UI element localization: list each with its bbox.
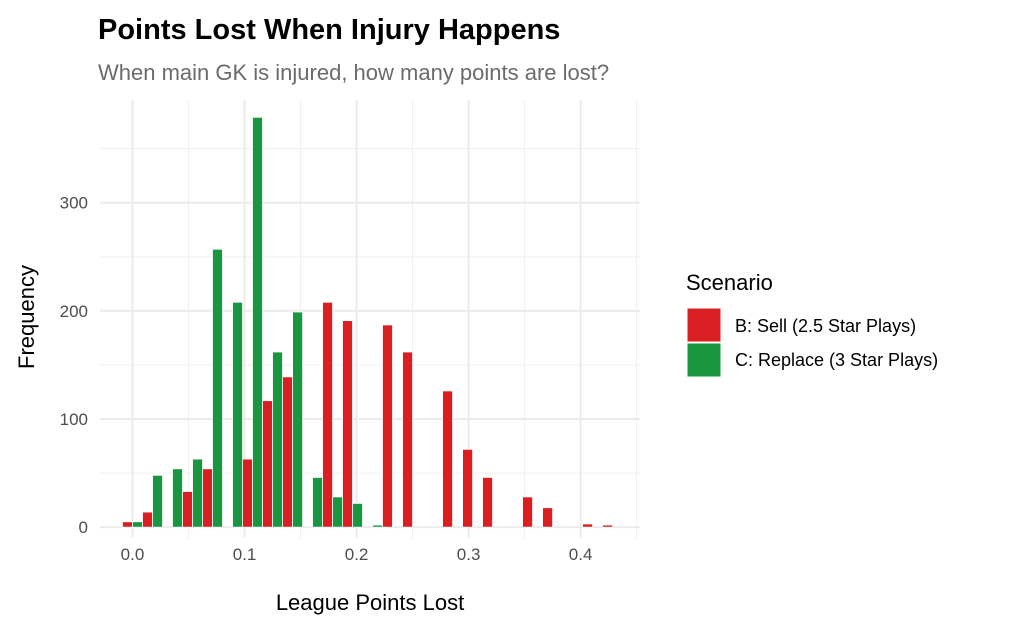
- chart-title: Points Lost When Injury Happens: [98, 14, 560, 46]
- bar-sell: [402, 351, 413, 528]
- bar-sell: [522, 496, 533, 528]
- bar-sell: [442, 390, 453, 528]
- bar-replace: [372, 524, 384, 528]
- legend: Scenario B: Sell (2.5 Star Plays) C: Rep…: [686, 270, 938, 378]
- bar-replace: [172, 468, 183, 528]
- legend-label-sell: B: Sell (2.5 Star Plays): [735, 316, 916, 336]
- y-tick-label: 0: [79, 518, 88, 537]
- bar-replace: [252, 116, 263, 528]
- x-tick-label: 0.0: [121, 545, 145, 564]
- bar-sell: [482, 477, 493, 528]
- bar-sell: [542, 507, 554, 528]
- bar-replace: [272, 351, 283, 528]
- x-tick-label: 0.1: [233, 545, 257, 564]
- bar-sell: [602, 524, 614, 528]
- bar-sell: [202, 468, 213, 528]
- bars: [122, 116, 614, 528]
- tick-labels: 0.0 0.1 0.2 0.3 0.4 0 100 200 300: [60, 194, 593, 564]
- bar-replace: [232, 301, 243, 528]
- legend-label-replace: C: Replace (3 Star Plays): [735, 350, 938, 370]
- bar-sell: [582, 523, 594, 528]
- bar-sell: [462, 448, 474, 528]
- bar-sell: [322, 301, 333, 528]
- bar-replace: [352, 502, 363, 528]
- x-tick-label: 0.3: [457, 545, 481, 564]
- legend-title: Scenario: [686, 270, 773, 295]
- bar-sell: [142, 511, 153, 528]
- bar-sell: [242, 458, 253, 528]
- x-axis-label: League Points Lost: [276, 590, 464, 615]
- bar-sell: [122, 521, 133, 528]
- bar-replace: [192, 458, 203, 528]
- bar-replace: [132, 521, 143, 528]
- bar-sell: [182, 491, 193, 528]
- bar-sell: [282, 376, 293, 528]
- legend-key-sell: [686, 307, 722, 343]
- x-tick-label: 0.2: [345, 545, 369, 564]
- y-axis-label: Frequency: [14, 265, 39, 369]
- bar-replace: [212, 248, 223, 528]
- bar-sell: [342, 320, 353, 528]
- legend-key-replace: [686, 342, 722, 378]
- y-tick-label: 100: [60, 410, 88, 429]
- bar-replace: [152, 474, 163, 528]
- y-tick-label: 200: [60, 302, 88, 321]
- y-tick-label: 300: [60, 194, 88, 213]
- chart-subtitle: When main GK is injured, how many points…: [98, 60, 609, 85]
- bar-replace: [312, 477, 323, 528]
- bar-replace: [332, 496, 344, 528]
- x-tick-label: 0.4: [569, 545, 593, 564]
- bar-sell: [262, 400, 273, 528]
- bar-sell: [382, 324, 393, 528]
- bar-replace: [292, 311, 304, 528]
